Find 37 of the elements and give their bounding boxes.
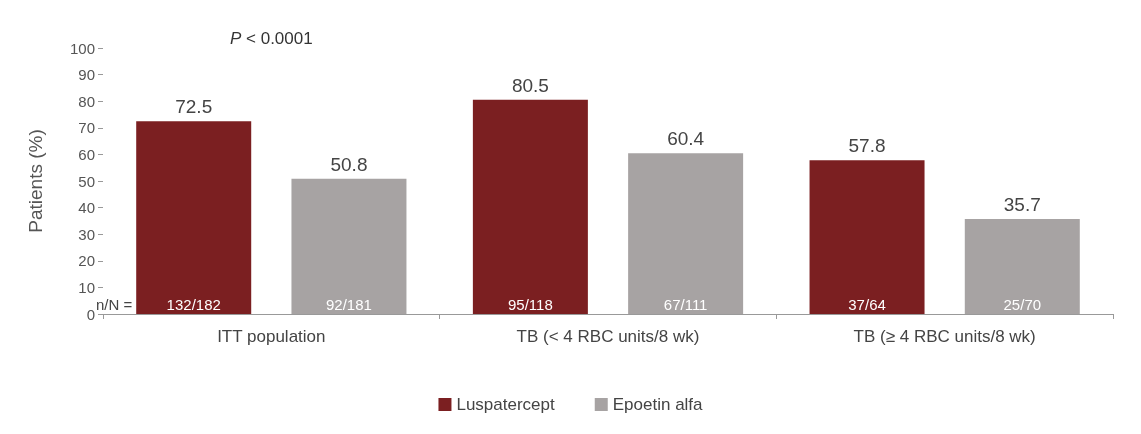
annotation: 95/118	[507, 296, 553, 313]
annotation: 92/181	[326, 296, 372, 313]
y-tick-label: 0	[86, 305, 95, 323]
bar	[964, 219, 1080, 314]
y-tick-label: 40	[78, 199, 95, 217]
y-tick-label: 100	[69, 39, 95, 57]
data-label: 72.5	[175, 96, 213, 118]
y-tick-label: 20	[78, 252, 95, 270]
y-tick-label: 80	[78, 92, 95, 110]
text: P < 0.0001	[229, 29, 313, 48]
legend-label: Luspatercept	[456, 395, 556, 414]
y-tick-label: 50	[78, 172, 95, 190]
bar	[291, 178, 407, 314]
y-axis-title: Patients (%)	[25, 129, 46, 233]
annotation: 132/182	[166, 296, 221, 313]
y-tick-label: 90	[78, 66, 95, 84]
bar	[628, 153, 744, 314]
annotation: 37/64	[848, 296, 886, 313]
data-label: 60.4	[667, 128, 705, 150]
bar	[472, 99, 588, 314]
y-tick-label: 30	[78, 225, 95, 243]
annotation: 25/70	[1003, 296, 1042, 313]
data-label: 50.8	[330, 153, 368, 175]
bar	[809, 160, 925, 314]
x-tick-label: ITT population	[217, 327, 326, 346]
bar	[136, 121, 252, 314]
y-tick-label: 60	[78, 145, 95, 163]
x-tick-label: TB (≥ 4 RBC units/8 wk)	[853, 327, 1036, 346]
y-tick-label: 70	[78, 119, 95, 137]
x-tick-label: TB (< 4 RBC units/8 wk)	[516, 327, 700, 346]
annotation: 67/111	[663, 296, 708, 313]
data-label: 57.8	[848, 135, 886, 157]
data-label: 80.5	[511, 74, 549, 96]
annotation: n/N =	[95, 296, 133, 313]
y-tick-label: 10	[78, 278, 95, 296]
data-label: 35.7	[1003, 194, 1041, 216]
legend-label: Epoetin alfa	[612, 395, 704, 414]
